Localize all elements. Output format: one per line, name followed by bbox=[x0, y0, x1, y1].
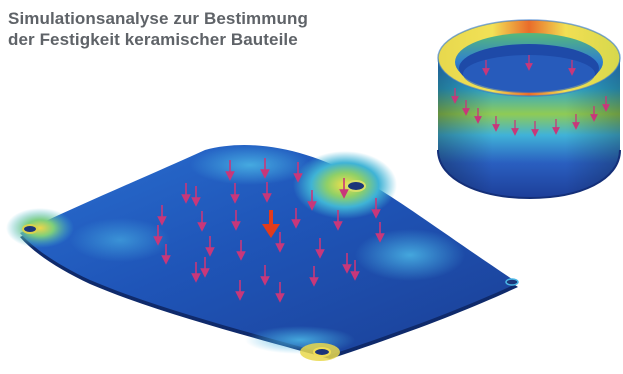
caption-line-1: Simulationsanalyse zur Bestimmung bbox=[8, 9, 308, 28]
load-arrows bbox=[153, 158, 385, 303]
ring-load-arrows bbox=[451, 55, 610, 137]
stress-ring bbox=[437, 19, 621, 200]
central-force-arrow bbox=[262, 210, 280, 238]
stress-plate bbox=[6, 145, 519, 361]
caption: Simulationsanalyse zur Bestimmung der Fe… bbox=[8, 8, 408, 50]
caption-line-2: der Festigkeit keramischer Bauteile bbox=[8, 30, 298, 49]
